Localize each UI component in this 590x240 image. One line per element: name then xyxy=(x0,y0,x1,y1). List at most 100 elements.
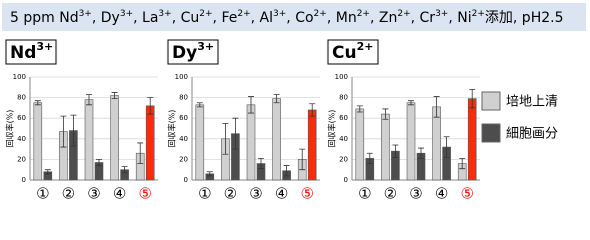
error-bar xyxy=(469,88,476,109)
ion-symbol: Co xyxy=(295,10,313,26)
error-bar xyxy=(309,103,316,117)
y-tick-label: 80 xyxy=(17,94,26,102)
legend-swatch xyxy=(481,91,501,111)
bar xyxy=(355,108,365,181)
x-tick-label: ④ xyxy=(113,185,126,203)
y-tick-label: 0 xyxy=(22,176,26,184)
legend-label: 細胞画分 xyxy=(506,127,558,142)
x-tick-label: ① xyxy=(358,185,371,203)
x-tick-label: ① xyxy=(198,185,211,203)
error-bar xyxy=(121,166,128,174)
error-bar xyxy=(258,157,264,170)
x-tick-label: ② xyxy=(224,185,237,203)
error-bar xyxy=(283,165,290,177)
ion-symbol: Mn xyxy=(336,10,357,26)
bar xyxy=(246,104,256,181)
title-element: Nd xyxy=(10,43,36,63)
y-tick-label: 80 xyxy=(339,94,348,102)
legend-swatch xyxy=(481,123,501,143)
ion-charge: 3+ xyxy=(158,9,171,19)
error-bar xyxy=(111,92,118,100)
ion-charge: 2+ xyxy=(314,9,327,19)
ion-symbol: Al xyxy=(260,10,273,26)
banner-separator: , xyxy=(92,10,101,26)
error-bar xyxy=(86,94,92,106)
ion-charge: 3+ xyxy=(79,9,92,19)
error-bar xyxy=(222,122,229,155)
banner-bg xyxy=(2,3,586,31)
ion-symbol: Cr xyxy=(420,10,436,26)
y-tick-label: 100 xyxy=(175,73,188,81)
title-charge: 2+ xyxy=(357,40,374,53)
error-bar xyxy=(248,96,254,114)
y-axis-label: 回収率(%) xyxy=(327,110,337,148)
error-bar xyxy=(459,157,466,170)
error-bar xyxy=(137,142,144,164)
banner-separator: , xyxy=(172,10,181,26)
ion-charge: 3+ xyxy=(120,9,133,19)
banner-separator: , xyxy=(448,10,457,26)
title-box xyxy=(5,39,57,65)
error-bar xyxy=(44,169,51,175)
y-tick-label: 100 xyxy=(335,73,348,81)
x-tick-label: ⑤ xyxy=(138,185,151,203)
y-tick-label: 100 xyxy=(13,73,26,81)
banner-separator: , xyxy=(133,10,142,26)
x-tick-label: ② xyxy=(62,185,75,203)
bar xyxy=(381,113,390,181)
figure: 5 ppm Nd3+, Dy3+, La3+, Cu2+, Fe2+, Al3+… xyxy=(2,3,586,203)
ion-symbol: La xyxy=(142,10,158,26)
error-bar xyxy=(418,147,424,159)
error-bar xyxy=(147,97,154,115)
banner-separator: , xyxy=(213,10,222,26)
ion-charge: 2+ xyxy=(397,9,410,19)
error-bar xyxy=(433,96,440,118)
banner-separator: , xyxy=(286,10,295,26)
ion-symbol: Ni xyxy=(457,10,471,26)
bar xyxy=(272,98,281,181)
x-tick-label: ⑤ xyxy=(300,185,313,203)
banner-separator: , xyxy=(327,10,336,26)
title-charge: 3+ xyxy=(197,40,214,53)
chart-title: Nd3+ xyxy=(10,40,53,64)
legend-label: 培地上清 xyxy=(506,94,558,110)
banner-separator: , xyxy=(411,10,420,26)
y-tick-label: 60 xyxy=(17,114,26,122)
title-box xyxy=(167,39,219,65)
error-bar xyxy=(34,100,41,106)
error-bar xyxy=(196,102,203,108)
ion-symbol: Zn xyxy=(379,10,397,26)
ion-charge: 2+ xyxy=(472,9,485,19)
page: 5 ppm Nd3+, Dy3+, La3+, Cu2+, Fe2+, Al3+… xyxy=(2,3,586,203)
x-tick-label: ⑤ xyxy=(460,185,473,203)
error-bar xyxy=(273,94,280,104)
ion-charge: 2+ xyxy=(357,9,370,19)
bar xyxy=(145,105,155,181)
y-tick-label: 40 xyxy=(339,135,348,143)
error-bar xyxy=(232,117,239,150)
banner-separator: , xyxy=(251,10,260,26)
ion-symbol: Dy xyxy=(101,10,120,26)
x-tick-label: ④ xyxy=(275,185,288,203)
x-tick-label: ③ xyxy=(87,185,100,203)
error-bar xyxy=(408,100,414,106)
banner-suffix: 添加, pH2.5 xyxy=(485,10,564,26)
ion-symbol: Fe xyxy=(221,10,237,26)
y-axis-label: 回収率(%) xyxy=(5,110,15,148)
error-bar xyxy=(366,152,373,164)
y-tick-label: 20 xyxy=(179,155,188,163)
x-tick-label: ③ xyxy=(249,185,262,203)
error-bar xyxy=(443,136,450,158)
chart-title: Cu2+ xyxy=(332,40,373,64)
y-tick-label: 20 xyxy=(339,155,348,163)
bar xyxy=(467,98,477,181)
banner-text: 5 ppm Nd3+, Dy3+, La3+, Cu2+, Fe2+, Al3+… xyxy=(10,9,564,27)
y-tick-label: 80 xyxy=(179,94,188,102)
chart-title: Dy3+ xyxy=(172,40,214,64)
title-charge: 3+ xyxy=(36,40,53,53)
y-tick-label: 40 xyxy=(179,135,188,143)
y-tick-label: 40 xyxy=(17,135,26,143)
bar xyxy=(307,109,317,181)
error-bar xyxy=(206,171,213,177)
ion-charge: 3+ xyxy=(273,9,286,19)
